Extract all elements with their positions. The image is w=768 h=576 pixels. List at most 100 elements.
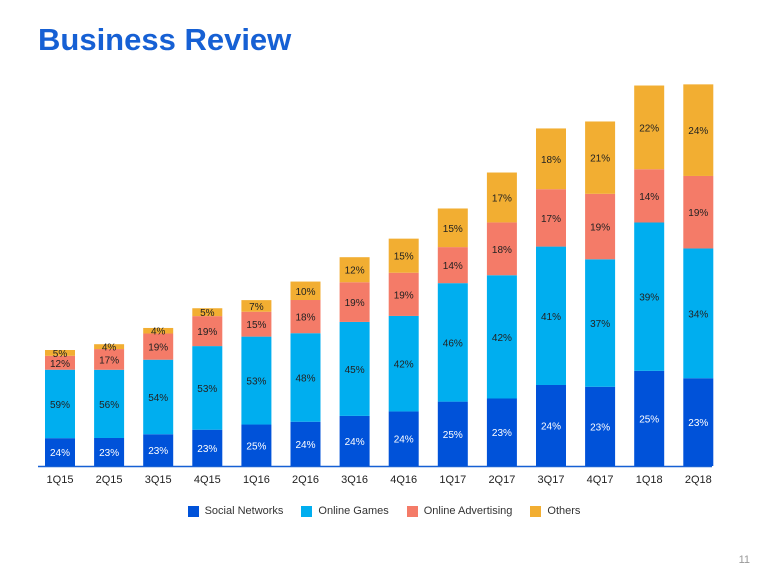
data-label: 23% bbox=[590, 422, 610, 433]
data-label: 12% bbox=[345, 266, 365, 277]
legend-swatch bbox=[187, 505, 199, 517]
bar-segment bbox=[634, 169, 665, 223]
bar-segment bbox=[634, 222, 665, 371]
data-label: 17% bbox=[99, 355, 119, 366]
x-tick-label: 1Q17 bbox=[439, 474, 466, 486]
bar-segment bbox=[143, 434, 174, 466]
bar-segment bbox=[290, 300, 321, 334]
bar-segment bbox=[339, 321, 370, 416]
data-label: 45% bbox=[345, 365, 365, 376]
legend-item: Online Advertising bbox=[406, 505, 513, 517]
bar-segment bbox=[585, 386, 616, 466]
data-label: 34% bbox=[688, 309, 708, 320]
bar-segment bbox=[94, 437, 125, 466]
bar-segment bbox=[290, 281, 321, 301]
page-number: 11 bbox=[738, 554, 750, 566]
data-label: 24% bbox=[295, 440, 315, 451]
bar-segment bbox=[143, 327, 174, 334]
data-label: 53% bbox=[197, 384, 217, 395]
x-tick-label: 1Q16 bbox=[243, 474, 270, 486]
bar-segment bbox=[585, 259, 616, 387]
legend-label: Online Games bbox=[318, 505, 389, 517]
data-label: 23% bbox=[688, 418, 708, 429]
data-label: 17% bbox=[492, 193, 512, 204]
data-label: 39% bbox=[639, 293, 659, 304]
bar-segment bbox=[536, 128, 566, 190]
legend-label: Others bbox=[547, 505, 581, 517]
bar-segment bbox=[143, 333, 174, 360]
bar-segment bbox=[192, 429, 223, 466]
data-label: 15% bbox=[394, 252, 414, 263]
data-label: 24% bbox=[50, 448, 70, 459]
data-label: 17% bbox=[541, 214, 561, 225]
data-label: 4% bbox=[102, 343, 117, 354]
data-label: 19% bbox=[148, 343, 168, 354]
data-label: 14% bbox=[639, 192, 659, 203]
bar-segment bbox=[683, 248, 714, 379]
bar-segment bbox=[45, 438, 75, 466]
bar-segment bbox=[192, 316, 223, 347]
x-tick-label: 2Q15 bbox=[96, 474, 123, 486]
bar-segment bbox=[94, 344, 125, 350]
x-tick-label: 3Q17 bbox=[538, 474, 565, 486]
data-label: 23% bbox=[492, 428, 512, 439]
data-label: 25% bbox=[443, 430, 463, 441]
legend-swatch bbox=[301, 505, 313, 517]
x-tick-label: 4Q17 bbox=[587, 474, 614, 486]
bar-segment bbox=[486, 222, 517, 276]
bar-segment bbox=[290, 333, 321, 422]
bar-segment bbox=[45, 369, 75, 439]
bar-segment bbox=[339, 282, 370, 322]
data-label: 23% bbox=[197, 444, 217, 455]
chart-legend: Social Networks Online Games Online Advert… bbox=[0, 505, 768, 517]
data-label: 56% bbox=[99, 400, 119, 411]
data-label: 24% bbox=[541, 421, 561, 432]
bar-segment bbox=[241, 311, 272, 337]
bar-segment bbox=[241, 336, 272, 425]
data-label: 42% bbox=[492, 333, 512, 344]
data-label: 18% bbox=[492, 245, 512, 256]
bar-segment bbox=[388, 315, 419, 412]
x-tick-label: 2Q18 bbox=[685, 474, 712, 486]
bar-segment bbox=[192, 346, 223, 430]
data-label: 41% bbox=[541, 312, 561, 323]
bar-segment bbox=[585, 121, 616, 194]
data-label: 19% bbox=[590, 223, 610, 234]
x-tick-label: 2Q17 bbox=[488, 474, 515, 486]
bar-segment bbox=[290, 421, 321, 466]
legend-swatch bbox=[530, 505, 542, 517]
bar-segment bbox=[388, 411, 419, 466]
bar-segment bbox=[143, 359, 174, 435]
bar-segment bbox=[486, 275, 517, 399]
bar-segment bbox=[45, 350, 75, 356]
data-label: 19% bbox=[197, 327, 217, 338]
bar-segment bbox=[437, 247, 468, 284]
x-tick-label: 1Q15 bbox=[47, 474, 74, 486]
data-label: 22% bbox=[639, 123, 659, 134]
x-tick-label: 4Q16 bbox=[390, 474, 417, 486]
data-label: 21% bbox=[590, 154, 610, 165]
bar-segment bbox=[683, 175, 714, 249]
bar-segment bbox=[683, 84, 714, 176]
bar-segment bbox=[585, 193, 616, 260]
bar-segment bbox=[45, 355, 75, 370]
page-title: Business Review bbox=[38, 22, 292, 57]
bar-segment bbox=[94, 369, 125, 438]
data-label: 18% bbox=[295, 313, 315, 324]
data-label: 5% bbox=[200, 308, 215, 319]
data-label: 5% bbox=[53, 349, 68, 360]
legend-item: Social Networks bbox=[187, 505, 283, 517]
bar-segment bbox=[536, 384, 566, 466]
data-label: 10% bbox=[295, 287, 315, 298]
legend-label: Online Advertising bbox=[423, 505, 513, 517]
bar-segment bbox=[388, 272, 419, 316]
bar-segment bbox=[437, 401, 468, 466]
bar-segment bbox=[388, 238, 419, 273]
data-label: 37% bbox=[590, 319, 610, 330]
data-label: 25% bbox=[246, 441, 266, 452]
x-tick-label: 2Q16 bbox=[292, 474, 319, 486]
data-label: 54% bbox=[148, 393, 168, 404]
bar-segment bbox=[192, 308, 223, 317]
bar-segment bbox=[536, 246, 566, 385]
data-label: 19% bbox=[394, 290, 414, 301]
